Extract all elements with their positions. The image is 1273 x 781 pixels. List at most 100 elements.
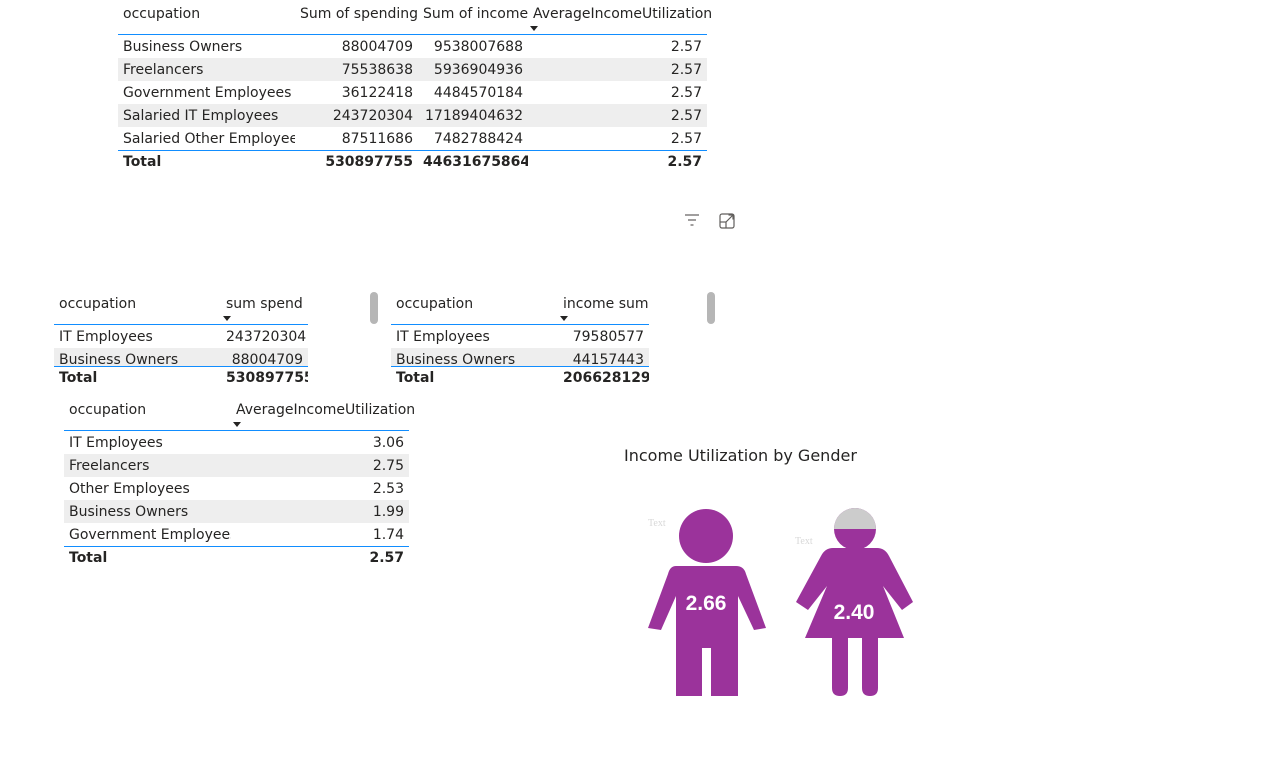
- column-header-average-income-utilization[interactable]: AverageIncomeUtilization: [231, 398, 415, 431]
- sort-descending-icon: [560, 316, 568, 321]
- filter-icon[interactable]: [682, 210, 702, 230]
- cell: 36122418: [341, 84, 413, 101]
- cell: 2.57: [528, 104, 707, 127]
- cell: Salaried Other Employees: [123, 130, 295, 147]
- cell: Business Owners: [123, 38, 243, 55]
- total-row: Total 2.57: [64, 546, 409, 569]
- cell: 17189404632: [418, 104, 528, 127]
- cell: Freelancers: [64, 454, 231, 477]
- average-utilization-table[interactable]: occupation AverageIncomeUtilization IT E…: [64, 398, 415, 569]
- total-row: Total 206628129: [391, 366, 649, 389]
- cell: 88004709: [341, 38, 413, 55]
- table-row[interactable]: Business Owners 88004709: [54, 348, 308, 366]
- cell: 88004709: [221, 348, 308, 366]
- total-cell: 2.57: [528, 150, 707, 173]
- table-row[interactable]: Other Employees 2.53: [64, 477, 409, 500]
- table-scroll-area[interactable]: IT Employees 79580577 Business Owners 4415…: [391, 325, 649, 366]
- cell: 9538007688: [433, 38, 523, 55]
- female-head-empty: [834, 508, 876, 529]
- table-row[interactable]: Salaried Other Employees 87511686 74827884…: [118, 127, 707, 151]
- column-header-occupation[interactable]: occupation: [391, 292, 558, 325]
- cell: 2.75: [231, 454, 409, 477]
- female-body-icon: [796, 548, 913, 696]
- female-value-label: 2.40: [834, 601, 875, 624]
- cell: 2.57: [670, 84, 702, 101]
- total-label: Total: [64, 546, 231, 569]
- cell: 4484570184: [433, 84, 523, 101]
- column-header-sum-of-spending[interactable]: Sum of spending: [295, 2, 418, 35]
- table-row[interactable]: Freelancers 75538638 5936904936 2.57: [118, 58, 707, 81]
- cell: 75538638: [295, 58, 418, 81]
- male-head-icon: [679, 509, 733, 563]
- table-row[interactable]: Business Owners 1.99: [64, 500, 409, 523]
- focus-mode-icon[interactable]: [717, 211, 737, 231]
- cell: Government Employees: [69, 526, 231, 543]
- cell: IT Employees: [59, 328, 153, 345]
- total-label: Total: [54, 366, 221, 389]
- cell: Freelancers: [118, 58, 295, 81]
- table-row[interactable]: Government Employees 1.74: [64, 523, 409, 547]
- cell: 7482788424: [433, 130, 523, 147]
- table-scroll-area[interactable]: IT Employees 243720304 Business Owners 880…: [54, 325, 308, 366]
- cell: 243720304: [295, 104, 418, 127]
- cell: Business Owners: [64, 500, 231, 523]
- cell: 2.57: [670, 130, 702, 147]
- total-row: Total 530897755 44631675864 2.57: [118, 150, 707, 173]
- column-header-average-income-utilization[interactable]: AverageIncomeUtilization: [528, 2, 712, 35]
- table-row[interactable]: Business Owners 88004709 9538007688 2.57: [118, 35, 707, 59]
- sort-descending-icon: [223, 316, 231, 321]
- cell: Business Owners: [54, 348, 221, 366]
- table-row[interactable]: Salaried IT Employees 243720304 1718940463…: [118, 104, 707, 127]
- column-header-occupation[interactable]: occupation: [54, 292, 221, 325]
- total-cell: 44631675864: [418, 150, 528, 173]
- column-header-income-sum[interactable]: income sum: [558, 292, 649, 325]
- total-row: Total 530897755: [54, 366, 308, 389]
- cell: 87511686: [341, 130, 413, 147]
- total-cell: 530897755: [295, 150, 418, 173]
- table-row[interactable]: Freelancers 2.75: [64, 454, 409, 477]
- total-cell: 2.57: [231, 546, 409, 569]
- cell: 1.74: [372, 526, 404, 543]
- cell: 2.57: [528, 58, 707, 81]
- female-figure[interactable]: Text 2.40: [795, 508, 913, 696]
- cell: 44157443: [558, 348, 649, 366]
- vertical-scrollbar[interactable]: [707, 292, 715, 324]
- cell: Other Employees: [69, 480, 190, 497]
- total-cell: 530897755: [221, 366, 308, 389]
- cell: IT Employees: [69, 434, 163, 451]
- column-header-occupation[interactable]: occupation: [64, 398, 231, 431]
- sort-descending-icon: [530, 26, 538, 31]
- female-placeholder-label: Text: [795, 536, 813, 547]
- cell: 79580577: [572, 328, 644, 345]
- column-header-sum-spend[interactable]: sum spend: [221, 292, 308, 325]
- cell: 243720304: [226, 328, 307, 345]
- male-body-icon: [648, 566, 766, 696]
- gender-chart-title: Income Utilization by Gender: [624, 446, 857, 465]
- column-header-sum-of-income[interactable]: Sum of income: [418, 2, 528, 35]
- cell: IT Employees: [396, 328, 490, 345]
- occupation-summary-table[interactable]: occupation Sum of spending Sum of income…: [118, 2, 712, 173]
- table-row[interactable]: IT Employees 79580577: [391, 325, 649, 348]
- cell: Salaried IT Employees: [118, 104, 295, 127]
- table-row[interactable]: IT Employees 243720304: [54, 325, 308, 348]
- cell: 2.57: [670, 38, 702, 55]
- male-figure[interactable]: Text 2.66: [648, 509, 766, 696]
- table-row[interactable]: Government Employees 36122418 4484570184 2.…: [118, 81, 707, 104]
- cell: 3.06: [372, 434, 404, 451]
- cell: Business Owners: [391, 348, 558, 366]
- table-row[interactable]: IT Employees 3.06: [64, 431, 409, 455]
- income-sum-table[interactable]: occupation income sum IT Employees 795805…: [391, 292, 649, 389]
- cell: 1.99: [231, 500, 409, 523]
- cell: Government Employees: [123, 84, 292, 101]
- vertical-scrollbar[interactable]: [370, 292, 378, 324]
- column-header-occupation[interactable]: occupation: [118, 2, 295, 35]
- total-label: Total: [391, 366, 558, 389]
- sort-descending-icon: [233, 422, 241, 427]
- total-label: Total: [118, 150, 295, 173]
- male-placeholder-label: Text: [648, 518, 666, 529]
- gender-infographic[interactable]: Text 2.66 Text 2.40: [640, 508, 930, 703]
- sum-spend-table[interactable]: occupation sum spend IT Employees 2437203…: [54, 292, 308, 389]
- total-cell: 206628129: [558, 366, 649, 389]
- table-row[interactable]: Business Owners 44157443: [391, 348, 649, 366]
- cell: 2.53: [372, 480, 404, 497]
